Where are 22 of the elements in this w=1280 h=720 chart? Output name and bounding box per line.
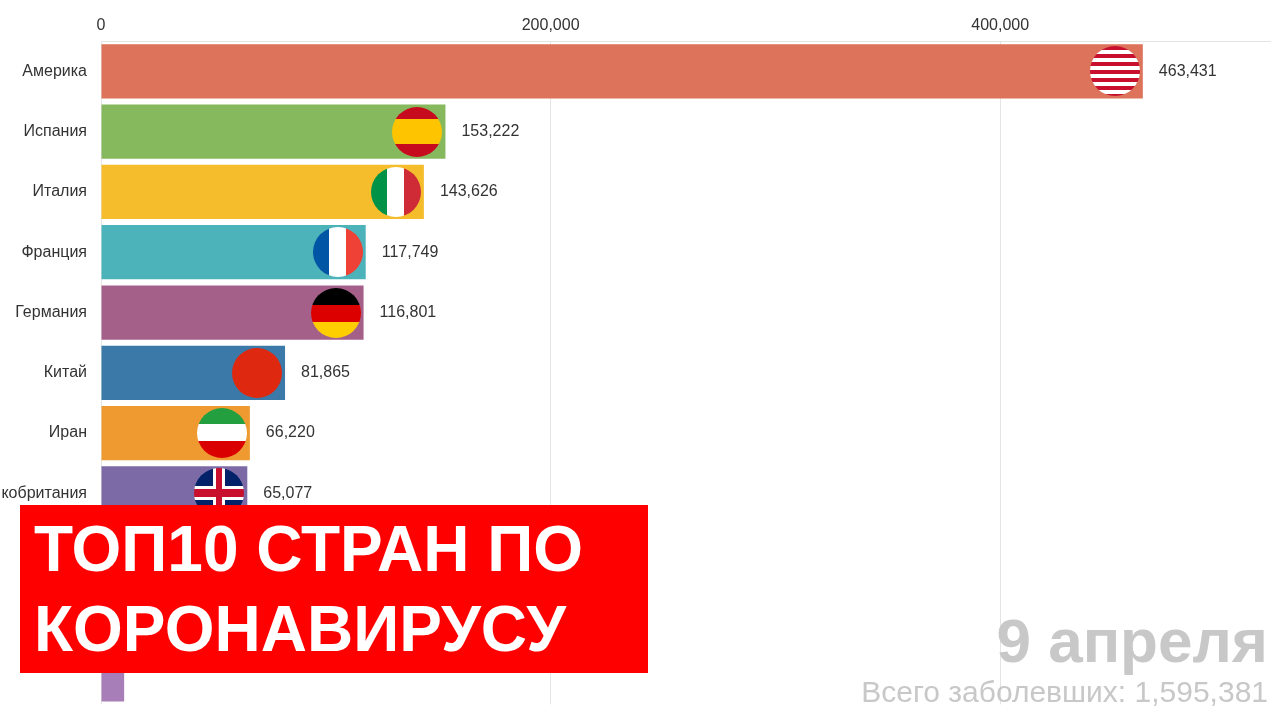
data-label: 81,865 — [301, 363, 351, 381]
y-tick-label: Китай — [43, 363, 87, 381]
y-tick-label: Германия — [15, 302, 87, 320]
data-label: 153,222 — [461, 122, 520, 140]
y-tick-label: кобритания — [1, 483, 87, 501]
text: ТОП10 СТРАН ПО КОРОНАВИРУСУ — [20, 505, 648, 673]
y-tick-label: Испания — [23, 122, 87, 140]
bar — [101, 104, 446, 159]
bar — [101, 44, 1143, 99]
data-label: 117,749 — [381, 242, 439, 260]
data-label: 463,431 — [1158, 61, 1217, 79]
x-tick-label: 0 — [96, 16, 106, 34]
y-tick-label: Америка — [22, 61, 88, 79]
data-label: 65,077 — [263, 483, 313, 501]
data-label: 66,220 — [265, 423, 315, 441]
x-tick-label: 400,000 — [971, 16, 1030, 34]
y-tick-label: Италия — [32, 182, 87, 200]
x-tick-label: 200,000 — [521, 16, 580, 34]
y-tick-label: Франция — [21, 242, 87, 260]
data-label: 116,801 — [379, 302, 437, 320]
y-tick-label: Иран — [48, 423, 87, 441]
data-label: 143,626 — [439, 182, 498, 200]
